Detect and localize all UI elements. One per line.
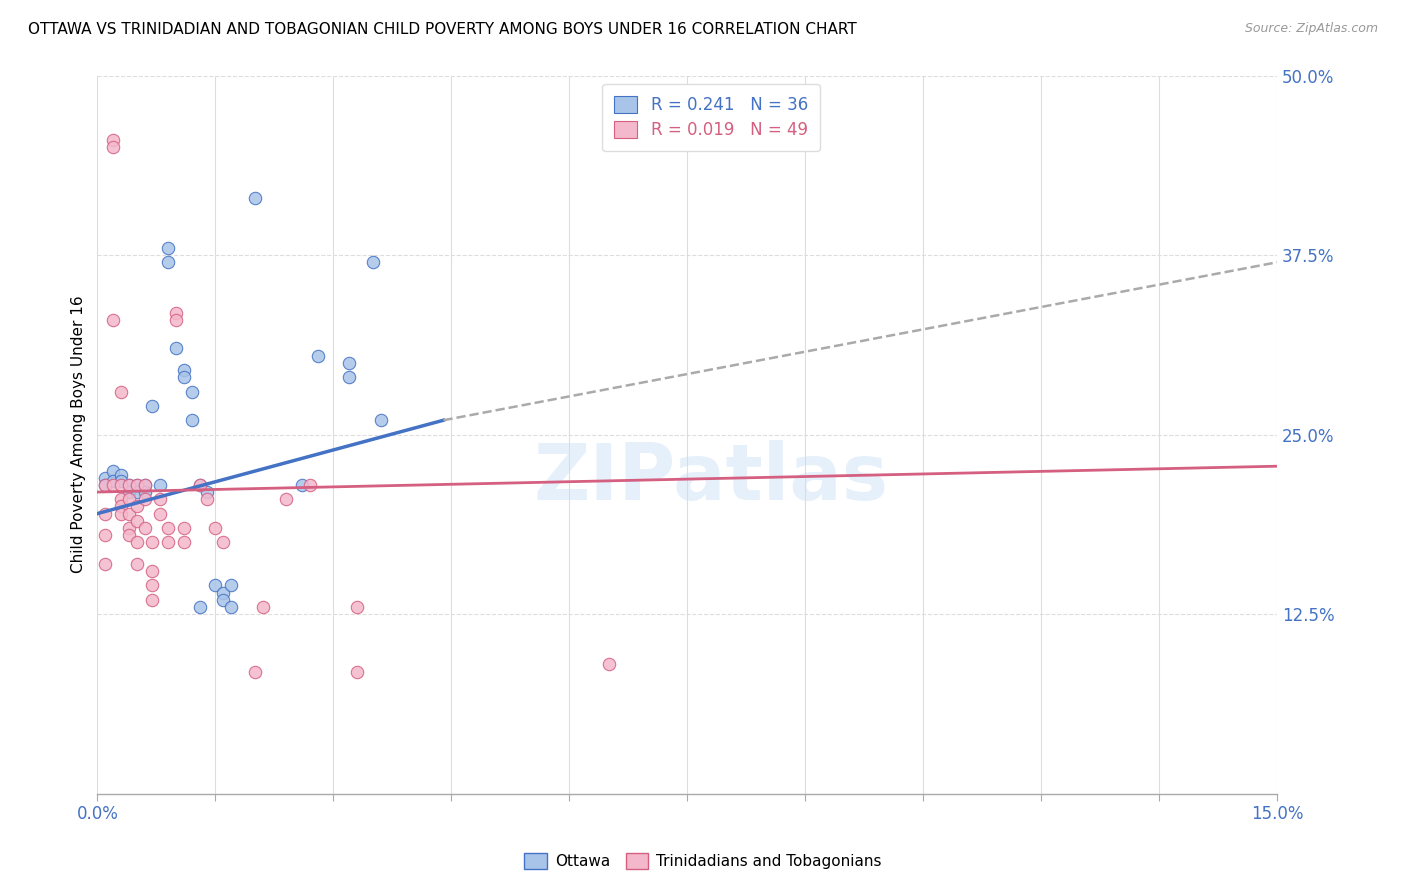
Point — [298, 478, 321, 492]
Point — [361, 255, 384, 269]
Point — [180, 413, 202, 427]
Point — [110, 500, 132, 514]
Point — [125, 478, 148, 492]
Point — [197, 485, 219, 500]
Point — [197, 492, 219, 507]
Point — [337, 356, 360, 370]
Legend: R = 0.241   N = 36, R = 0.019   N = 49: R = 0.241 N = 36, R = 0.019 N = 49 — [602, 84, 820, 151]
Point — [212, 535, 235, 549]
Point — [125, 557, 148, 571]
Point — [94, 557, 117, 571]
Y-axis label: Child Poverty Among Boys Under 16: Child Poverty Among Boys Under 16 — [72, 296, 86, 574]
Point — [165, 305, 187, 319]
Point — [173, 521, 195, 535]
Point — [276, 492, 298, 507]
Point — [118, 478, 141, 492]
Point — [370, 413, 392, 427]
Point — [141, 578, 163, 592]
Point — [141, 399, 163, 413]
Point — [134, 485, 156, 500]
Point — [101, 463, 124, 477]
Point — [149, 507, 172, 521]
Point — [110, 384, 132, 399]
Point — [118, 485, 141, 500]
Point — [141, 535, 163, 549]
Point — [125, 485, 148, 500]
Point — [110, 467, 132, 482]
Point — [188, 599, 211, 614]
Point — [173, 535, 195, 549]
Point — [118, 521, 141, 535]
Point — [149, 492, 172, 507]
Point — [134, 478, 156, 492]
Point — [134, 521, 156, 535]
Point — [204, 578, 226, 592]
Point — [101, 140, 124, 154]
Point — [188, 478, 211, 492]
Point — [110, 507, 132, 521]
Point — [180, 384, 202, 399]
Point — [157, 535, 180, 549]
Point — [141, 564, 163, 578]
Point — [101, 133, 124, 147]
Point — [219, 578, 242, 592]
Point — [125, 478, 148, 492]
Point — [188, 478, 211, 492]
Point — [346, 599, 368, 614]
Point — [94, 478, 117, 492]
Point — [94, 471, 117, 485]
Text: Source: ZipAtlas.com: Source: ZipAtlas.com — [1244, 22, 1378, 36]
Point — [337, 370, 360, 384]
Point — [307, 349, 329, 363]
Point — [165, 312, 187, 326]
Text: ZIPatlas: ZIPatlas — [533, 440, 889, 516]
Point — [118, 528, 141, 542]
Point — [212, 592, 235, 607]
Point — [219, 599, 242, 614]
Point — [118, 492, 141, 507]
Point — [243, 191, 266, 205]
Point — [101, 312, 124, 326]
Point — [141, 592, 163, 607]
Point — [346, 665, 368, 679]
Point — [173, 363, 195, 377]
Point — [94, 478, 117, 492]
Point — [110, 492, 132, 507]
Point — [149, 478, 172, 492]
Point — [291, 478, 314, 492]
Point — [94, 507, 117, 521]
Point — [173, 370, 195, 384]
Point — [598, 657, 620, 672]
Point — [212, 585, 235, 599]
Text: OTTAWA VS TRINIDADIAN AND TOBAGONIAN CHILD POVERTY AMONG BOYS UNDER 16 CORRELATI: OTTAWA VS TRINIDADIAN AND TOBAGONIAN CHI… — [28, 22, 856, 37]
Point — [204, 521, 226, 535]
Point — [101, 478, 124, 492]
Point — [157, 255, 180, 269]
Point — [118, 507, 141, 521]
Legend: Ottawa, Trinidadians and Tobagonians: Ottawa, Trinidadians and Tobagonians — [519, 847, 887, 875]
Point — [110, 474, 132, 488]
Point — [125, 535, 148, 549]
Point — [165, 342, 187, 356]
Point — [101, 474, 124, 488]
Point — [110, 478, 132, 492]
Point — [134, 492, 156, 507]
Point — [125, 500, 148, 514]
Point — [125, 514, 148, 528]
Point — [94, 528, 117, 542]
Point — [157, 241, 180, 255]
Point — [252, 599, 274, 614]
Point — [243, 665, 266, 679]
Point — [134, 478, 156, 492]
Point — [157, 521, 180, 535]
Point — [118, 478, 141, 492]
